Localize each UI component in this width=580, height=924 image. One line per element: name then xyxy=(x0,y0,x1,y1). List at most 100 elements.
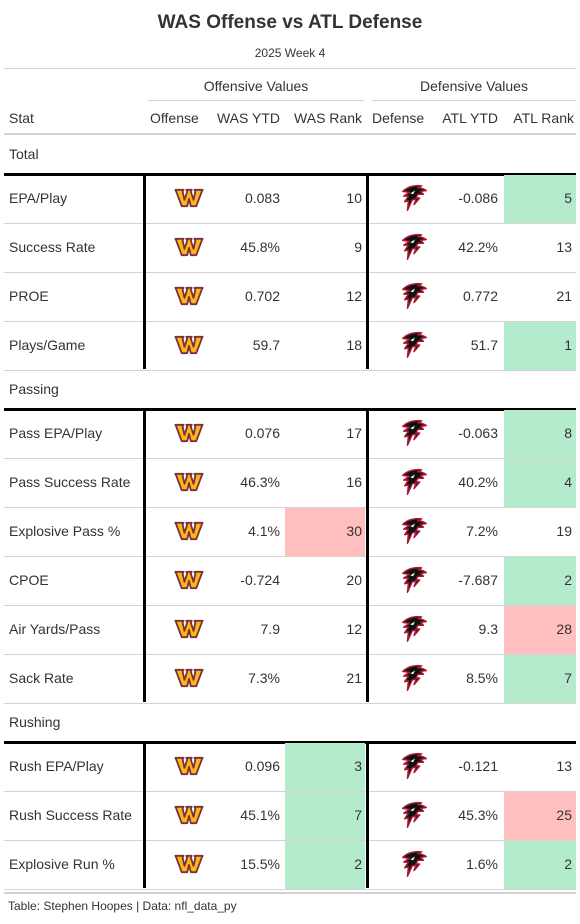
rank-highlight xyxy=(285,841,365,889)
falcons-logo-icon xyxy=(400,516,430,546)
commanders-w-logo-icon xyxy=(174,668,204,688)
atl-ytd-value: 8.5% xyxy=(466,670,498,686)
table-bottom-border xyxy=(4,892,576,894)
atl-rank-value: 13 xyxy=(556,758,572,774)
atl-rank-value: 8 xyxy=(564,425,572,441)
column-header-stat: Stat xyxy=(9,110,34,126)
falcons-logo-icon xyxy=(400,849,430,879)
atl-ytd-value: -7.687 xyxy=(458,572,498,588)
stat-label: EPA/Play xyxy=(9,190,68,206)
atl-ytd-value: 9.3 xyxy=(478,621,498,637)
commanders-w-logo-icon xyxy=(174,619,204,639)
commanders-w-logo-icon xyxy=(174,286,204,306)
was-ytd-value: 4.1% xyxy=(248,523,280,539)
rank-highlight xyxy=(285,508,365,556)
commanders-w-logo-icon xyxy=(174,188,204,208)
header-divider xyxy=(4,68,576,69)
stat-label: Pass Success Rate xyxy=(9,474,131,490)
offense-column-border xyxy=(143,408,146,702)
defense-column-border xyxy=(366,408,369,702)
falcons-logo-icon xyxy=(400,183,430,213)
spanner-defensive-line xyxy=(372,100,576,101)
row-divider xyxy=(4,321,576,322)
table-subtitle: 2025 Week 4 xyxy=(254,46,326,60)
falcons-logo-icon xyxy=(400,751,430,781)
was-ytd-value: 0.096 xyxy=(244,758,280,774)
atl-ytd-value: -0.121 xyxy=(458,758,498,774)
atl-rank-value: 25 xyxy=(556,807,572,823)
atl-rank-value: 7 xyxy=(564,670,572,686)
group-bottom-divider xyxy=(4,703,576,704)
stat-label: Rush Success Rate xyxy=(9,807,132,823)
row-divider xyxy=(4,791,576,792)
commanders-w-logo-icon xyxy=(174,756,204,776)
rank-highlight xyxy=(504,841,576,889)
table-title: WAS Offense vs ATL Defense xyxy=(157,12,423,33)
rank-highlight xyxy=(504,175,576,223)
column-header-was-ytd: WAS YTD xyxy=(216,110,280,126)
commanders-w-logo-icon xyxy=(174,570,204,590)
stat-label: Explosive Pass % xyxy=(9,523,121,539)
was-rank-value: 3 xyxy=(354,758,362,774)
atl-ytd-value: 42.2% xyxy=(458,239,498,255)
commanders-w-logo-icon xyxy=(174,854,204,874)
row-divider xyxy=(4,654,576,655)
was-rank-value: 17 xyxy=(346,425,362,441)
rank-highlight xyxy=(504,459,576,507)
row-divider xyxy=(4,605,576,606)
was-ytd-value: -0.724 xyxy=(240,572,280,588)
atl-ytd-value: 7.2% xyxy=(466,523,498,539)
defense-column-border xyxy=(366,173,369,369)
row-group-label: Passing xyxy=(9,381,59,397)
was-rank-value: 21 xyxy=(346,670,362,686)
was-rank-value: 2 xyxy=(354,856,362,872)
rank-highlight xyxy=(504,557,576,605)
atl-rank-value: 19 xyxy=(556,523,572,539)
was-ytd-value: 7.9 xyxy=(260,621,280,637)
atl-ytd-value: 40.2% xyxy=(458,474,498,490)
falcons-logo-icon xyxy=(400,418,430,448)
was-ytd-value: 0.702 xyxy=(244,288,280,304)
atl-rank-value: 4 xyxy=(564,474,572,490)
falcons-logo-icon xyxy=(400,565,430,595)
falcons-logo-icon xyxy=(400,663,430,693)
stat-label: Explosive Run % xyxy=(9,856,115,872)
stat-label: Sack Rate xyxy=(9,670,74,686)
commanders-w-logo-icon xyxy=(174,521,204,541)
atl-rank-value: 13 xyxy=(556,239,572,255)
rank-highlight xyxy=(504,655,576,703)
offense-column-border xyxy=(143,173,146,369)
was-ytd-value: 0.076 xyxy=(244,425,280,441)
group-top-border xyxy=(4,741,576,744)
was-rank-value: 20 xyxy=(346,572,362,588)
was-ytd-value: 15.5% xyxy=(240,856,280,872)
falcons-logo-icon xyxy=(400,232,430,262)
atl-ytd-value: -0.086 xyxy=(458,190,498,206)
commanders-w-logo-icon xyxy=(174,423,204,443)
stat-label: CPOE xyxy=(9,572,49,588)
column-header-atl-rank: ATL Rank xyxy=(513,110,574,126)
rank-highlight xyxy=(285,743,365,791)
atl-rank-value: 2 xyxy=(564,856,572,872)
atl-rank-value: 5 xyxy=(564,190,572,206)
was-ytd-value: 7.3% xyxy=(248,670,280,686)
atl-ytd-value: -0.063 xyxy=(458,425,498,441)
defense-column-border xyxy=(366,741,369,888)
rank-highlight xyxy=(504,792,576,840)
stat-label: Plays/Game xyxy=(9,337,86,353)
row-divider xyxy=(4,272,576,273)
row-divider xyxy=(4,507,576,508)
stat-label: Pass EPA/Play xyxy=(9,425,103,441)
was-rank-value: 9 xyxy=(354,239,362,255)
atl-ytd-value: 51.7 xyxy=(470,337,498,353)
was-rank-value: 30 xyxy=(346,523,362,539)
falcons-logo-icon xyxy=(400,281,430,311)
rank-highlight xyxy=(285,792,365,840)
group-top-border xyxy=(4,408,576,411)
row-divider xyxy=(4,556,576,557)
spanner-offensive-values: Offensive Values xyxy=(203,78,309,94)
atl-ytd-value: 1.6% xyxy=(466,856,498,872)
stat-label: Air Yards/Pass xyxy=(9,621,101,637)
was-rank-value: 12 xyxy=(346,621,362,637)
row-divider xyxy=(4,840,576,841)
